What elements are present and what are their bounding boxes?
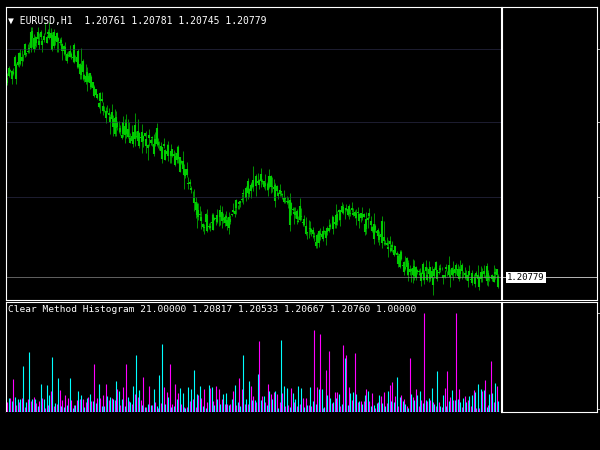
Text: 1.20779: 1.20779	[507, 273, 545, 282]
Text: ▼ EURUSD,H1  1.20761 1.20781 1.20745 1.20779: ▼ EURUSD,H1 1.20761 1.20781 1.20745 1.20…	[8, 16, 267, 26]
Text: Clear Method Histogram 21.00000 1.20817 1.20533 1.20667 1.20760 1.00000: Clear Method Histogram 21.00000 1.20817 …	[8, 305, 417, 314]
